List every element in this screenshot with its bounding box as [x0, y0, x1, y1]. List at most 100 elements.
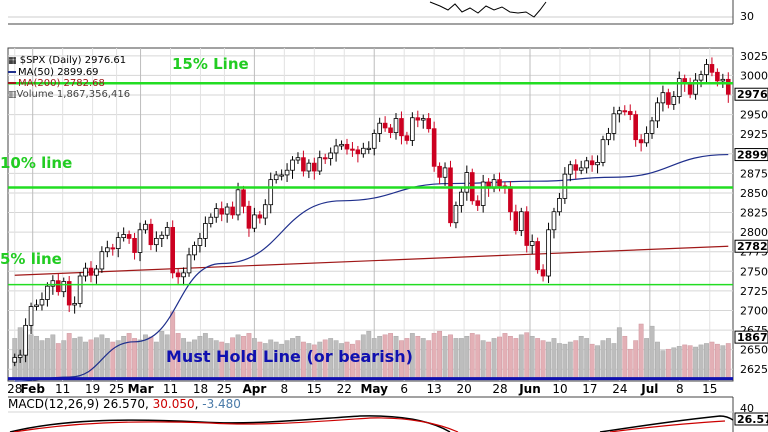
volume-bar [77, 336, 83, 379]
legend-item-price: ▦ $SPX (Daily) 2976.61 [8, 55, 127, 66]
candle-body [377, 122, 382, 134]
value-tag-label: 1867 [737, 331, 768, 344]
macd-signal-line-right [609, 420, 726, 432]
candle-body [638, 139, 644, 144]
volume-bar [518, 334, 524, 379]
volume-bar [611, 343, 617, 379]
candle-body [709, 64, 715, 73]
candle-body [284, 169, 290, 176]
volume-bar [448, 334, 453, 379]
y-tick-label: 2700 [740, 304, 768, 317]
volume-bar [600, 340, 606, 379]
volume-bar [148, 336, 154, 379]
macd-value-tag-box [734, 412, 768, 426]
volume-bar [676, 346, 682, 379]
volume-bar [34, 335, 39, 379]
candle-body [518, 211, 524, 231]
volume-bar [453, 338, 459, 379]
candle-body [99, 251, 105, 270]
candle-body [110, 247, 116, 250]
candle-body [611, 113, 617, 134]
candle-body [23, 324, 28, 356]
candle-body [622, 110, 628, 113]
x-tick-label: 13 [426, 382, 441, 396]
candle-body [595, 161, 600, 166]
candle-body [693, 79, 698, 95]
candle-body [94, 268, 99, 276]
y-tick-label: 2850 [740, 187, 768, 200]
x-tick-label: 8 [281, 382, 289, 396]
volume-bar [486, 341, 492, 379]
macd-value-tag: 26.57 [737, 413, 768, 426]
top-panel-indicator-line [429, 1, 547, 18]
y-tick-label: 2825 [740, 207, 768, 220]
volume-bar [633, 340, 639, 379]
candle-body [524, 211, 530, 246]
volume-bar [687, 345, 693, 379]
volume-bar [44, 338, 50, 379]
macd-signal-line [13, 417, 459, 432]
volume-bar [556, 343, 562, 379]
volume-bar [437, 330, 443, 379]
candle-body [649, 120, 655, 134]
candle-body [371, 133, 377, 149]
candle-body [339, 143, 344, 147]
candle-body [273, 174, 279, 181]
candle-body [132, 237, 137, 253]
x-tick-label: May [360, 382, 388, 396]
candle-body [573, 164, 579, 171]
volume-bar [137, 339, 143, 379]
volume-bar [420, 338, 426, 379]
volume-bar [714, 343, 720, 379]
volume-bar [725, 343, 731, 379]
volume-bar [132, 338, 137, 379]
candle-body [600, 139, 606, 163]
candle-body [301, 157, 306, 172]
x-tick-label: 15 [702, 382, 717, 396]
volume-bar [589, 343, 595, 379]
candle-body [241, 189, 246, 207]
value-tag-label: 2899 [737, 149, 768, 162]
annotation-5-percent-line: 5% line [0, 250, 62, 268]
volume-bar [153, 341, 159, 379]
candle-body [126, 234, 132, 239]
candle-body [480, 181, 486, 206]
volume-bar [431, 333, 437, 379]
volume-bar [126, 333, 132, 379]
candle-body [219, 208, 225, 215]
candle-body [393, 118, 399, 134]
x-tick-label: 19 [85, 382, 100, 396]
legend-item-ma50: MA(50) 2899.69 [8, 67, 130, 78]
candle-body [644, 133, 649, 144]
volume-bar [88, 339, 94, 379]
annotation-10-percent-line: 10% line [0, 154, 73, 172]
candle-body [551, 211, 557, 231]
x-tick-label: 28 [7, 382, 22, 396]
legend-item-volume: ▥Volume 1,867,356,416 [8, 89, 131, 100]
candle-body [578, 167, 584, 171]
candle-body [105, 247, 110, 253]
candle-body [235, 189, 241, 216]
volume-bar [622, 335, 628, 379]
value-tag-box [734, 239, 768, 253]
macd-line [9, 415, 451, 432]
candle-body [175, 272, 181, 278]
value-tag-label: 2782 [737, 240, 768, 253]
volume-bar [93, 337, 99, 379]
annotation-must-hold-line: Must Hold Line (or bearish) [166, 347, 413, 366]
candle-body [475, 200, 481, 206]
candle-body [77, 275, 83, 304]
candle-body [366, 147, 372, 150]
volume-bar [660, 350, 666, 379]
x-tick-label: 6 [400, 382, 408, 396]
x-tick-label: 20 [456, 382, 471, 396]
candle-body [633, 114, 638, 141]
candle-body [529, 241, 535, 246]
candle-body [39, 299, 45, 306]
volume-bar [415, 335, 421, 379]
x-tick-label: 11 [55, 382, 70, 396]
volume-bar [627, 348, 633, 379]
candle-body [557, 198, 562, 213]
y-tick-label: 2925 [740, 128, 768, 141]
candle-body [513, 211, 519, 231]
